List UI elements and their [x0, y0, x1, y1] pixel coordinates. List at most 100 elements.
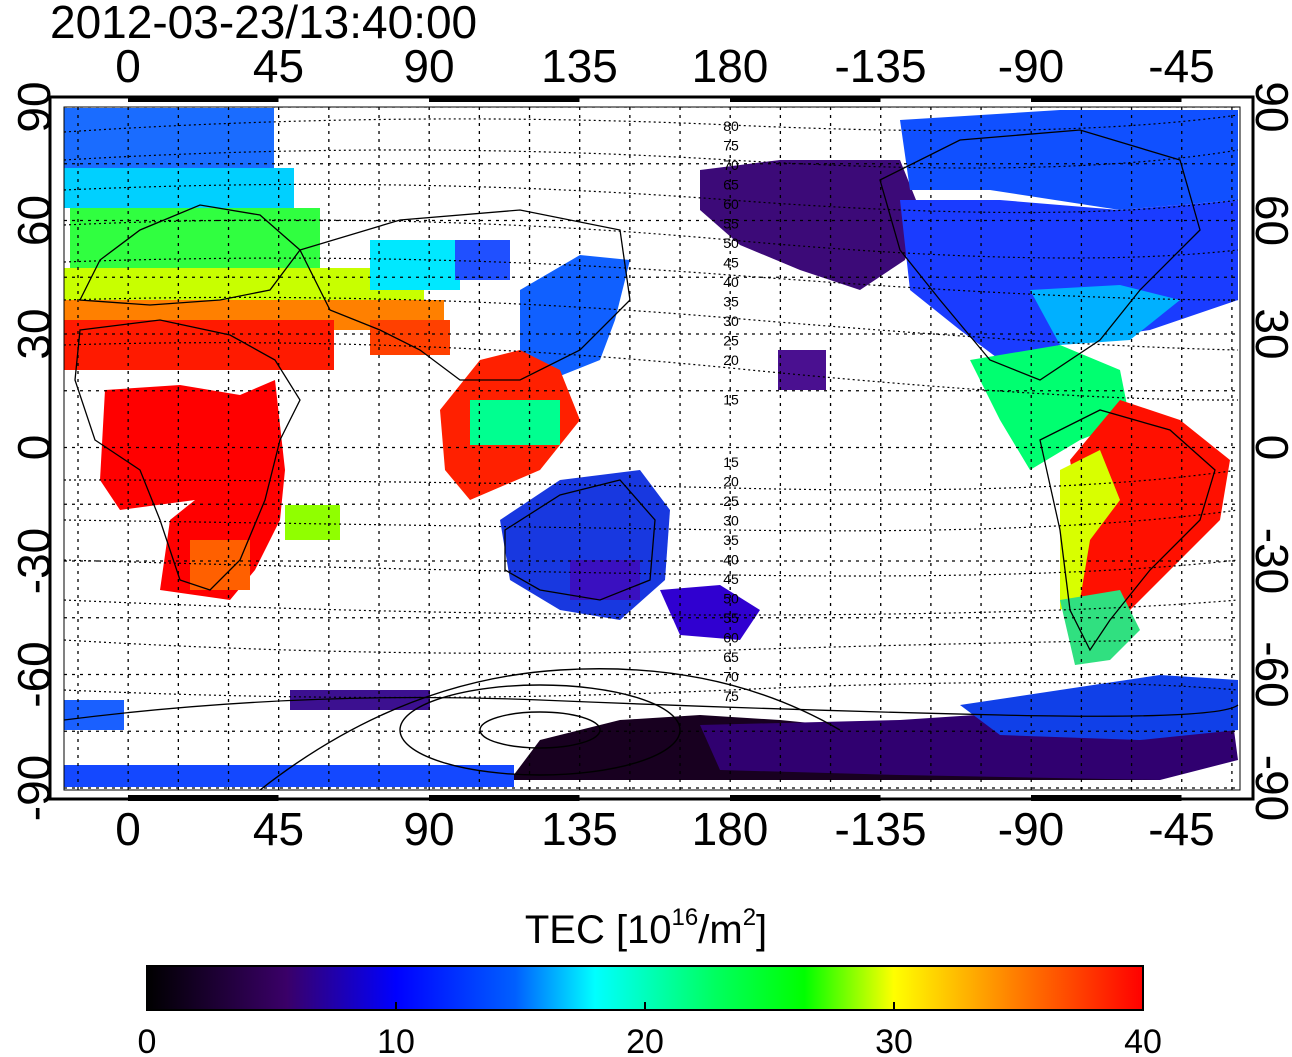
- contour-south-60: [64, 639, 1239, 654]
- contour-label-south: 40: [723, 552, 739, 568]
- y-tick-label-left: 60: [8, 195, 60, 246]
- y-tick-label-right: 30: [1246, 308, 1292, 359]
- colorbar-label-unit: /m: [698, 908, 743, 952]
- x-tick-label-bottom: 180: [692, 803, 769, 855]
- x-tick-label-bottom: 45: [253, 803, 304, 855]
- x-axis-top-labels: 0 45 90 135 180 -135 -90 -45: [115, 40, 1215, 92]
- contour-label-north: 60: [723, 196, 739, 212]
- contour-north-70: [64, 149, 1239, 169]
- y-tick-label-right: 90: [1246, 81, 1292, 132]
- contour-north-80: [64, 114, 1239, 133]
- tec-patch-polar-south-band: [64, 765, 514, 787]
- y-axis-right-labels: 90 60 30 0 -30 -60 -90: [1246, 81, 1292, 821]
- contour-labels: 80 75 70 65 60 55 50 45 40 35 30 25 20 15 15 20 25 30 35 40…: [723, 118, 739, 704]
- contour-label-north: 55: [723, 216, 739, 232]
- tec-patch-new-zealand: [660, 585, 760, 640]
- tec-patch-arabia: [370, 320, 450, 355]
- map-area: [64, 107, 1240, 790]
- y-tick-label-left: 90: [8, 81, 60, 132]
- contour-label-north: 40: [723, 274, 739, 290]
- coastline-australia: [504, 479, 656, 601]
- coastline-africa: [74, 319, 301, 591]
- edge-bar-top: [1031, 96, 1182, 102]
- tec-patch-south-america: [1070, 400, 1230, 650]
- tec-patch-indonesia-green: [470, 400, 560, 445]
- coastline-europe: [78, 204, 301, 306]
- colorbar-label-close: ]: [756, 908, 768, 952]
- y-tick-label-right: -60: [1246, 641, 1292, 707]
- edge-bar-top: [128, 96, 279, 102]
- contour-label-north: 25: [723, 333, 739, 349]
- tec-patch-east-asia: [520, 255, 630, 380]
- contour-label-north: 15: [723, 392, 739, 408]
- tec-patch-south-america-yellow: [1060, 450, 1120, 610]
- colorbar-tick-label: 20: [626, 1023, 664, 1057]
- contour-north-20: [64, 342, 1239, 401]
- tec-patch-korea-blue: [455, 240, 510, 280]
- tec-patch-antarctica-coast: [64, 700, 124, 730]
- tec-patch-antarctica-blue: [960, 675, 1238, 740]
- tec-patch-hawaii: [778, 350, 826, 390]
- contour-label-south: 35: [723, 532, 739, 548]
- x-tick-label-bottom: -135: [834, 803, 926, 855]
- colorbar-tick-label: 10: [377, 1023, 415, 1057]
- contour-label-south: 70: [723, 669, 739, 685]
- x-tick-label-bottom: 0: [115, 803, 141, 855]
- tec-patch-north-pacific: [700, 160, 920, 290]
- contour-south-70: [64, 681, 1239, 699]
- tec-patch-arctic-europe: [64, 108, 274, 168]
- x-tick-label-top: -135: [834, 40, 926, 92]
- contour-label-south: 60: [723, 630, 739, 646]
- coastline-antarctica: [64, 696, 1239, 721]
- contour-label-north: 30: [723, 313, 739, 329]
- x-tick-label-bottom: -45: [1148, 803, 1214, 855]
- y-tick-label-right: 0: [1246, 435, 1292, 461]
- contour-label-north: 80: [723, 118, 739, 134]
- contour-label-south: 65: [723, 649, 739, 665]
- y-tick-label-right: 60: [1246, 195, 1292, 246]
- colorbar-label-exponent: 16: [671, 904, 699, 931]
- contour-north-40: [64, 257, 1239, 301]
- y-tick-label-right: -90: [1246, 755, 1292, 821]
- x-axis-bottom-labels: 0 45 90 135 180 -135 -90 -45: [115, 803, 1215, 855]
- contour-label-north: 70: [723, 157, 739, 173]
- y-axis-left-labels: 90 60 30 0 -30 -60 -90: [8, 81, 60, 821]
- magnetic-pole-contours: [259, 668, 841, 790]
- x-tick-label-bottom: 90: [403, 803, 454, 855]
- x-tick-label-top: 0: [115, 40, 141, 92]
- y-tick-label-left: 0: [8, 435, 60, 461]
- contour-north-30: [64, 296, 1239, 351]
- y-tick-label-left: 30: [8, 308, 60, 359]
- y-tick-label-left: -30: [8, 528, 60, 594]
- x-tick-label-bottom: 135: [541, 803, 618, 855]
- y-tick-label-right: -30: [1246, 528, 1292, 594]
- contour-south-50: [64, 599, 1239, 616]
- colorbar-title: TEC [1016/m2]: [0, 905, 1292, 955]
- y-tick-label-left: -90: [8, 755, 60, 821]
- pole-ring-outer: [399, 684, 681, 776]
- coastline-south-america: [1039, 409, 1216, 652]
- colorbar-label-unit-exponent: 2: [742, 904, 757, 931]
- x-tick-label-top: 180: [692, 40, 769, 92]
- contour-label-south: 50: [723, 591, 739, 607]
- x-tick-label-bottom: -90: [998, 803, 1064, 855]
- contour-label-north: 50: [723, 235, 739, 251]
- map-grid: [64, 107, 1240, 790]
- contour-label-north: 75: [723, 138, 739, 154]
- map-inner-frame: [63, 106, 1241, 791]
- tec-patch-central-america: [970, 345, 1130, 470]
- pole-ring-inner: [479, 711, 601, 749]
- coastline-north-america: [879, 129, 1201, 381]
- contour-label-south: 30: [723, 513, 739, 529]
- contour-label-north: 20: [723, 352, 739, 368]
- contour-south-20: [64, 469, 1239, 491]
- contour-label-north: 65: [723, 177, 739, 193]
- tec-patch-india-cyan: [370, 240, 460, 290]
- y-tick-label-left: -60: [8, 641, 60, 707]
- contour-south-30: [64, 509, 1239, 532]
- colorbar-tick-label: 40: [1124, 1023, 1162, 1057]
- tec-patch-south-indian: [290, 690, 430, 710]
- contour-label-north: 35: [723, 294, 739, 310]
- tec-patch-australia-inner: [570, 560, 640, 600]
- edge-bar-bottom: [730, 795, 881, 801]
